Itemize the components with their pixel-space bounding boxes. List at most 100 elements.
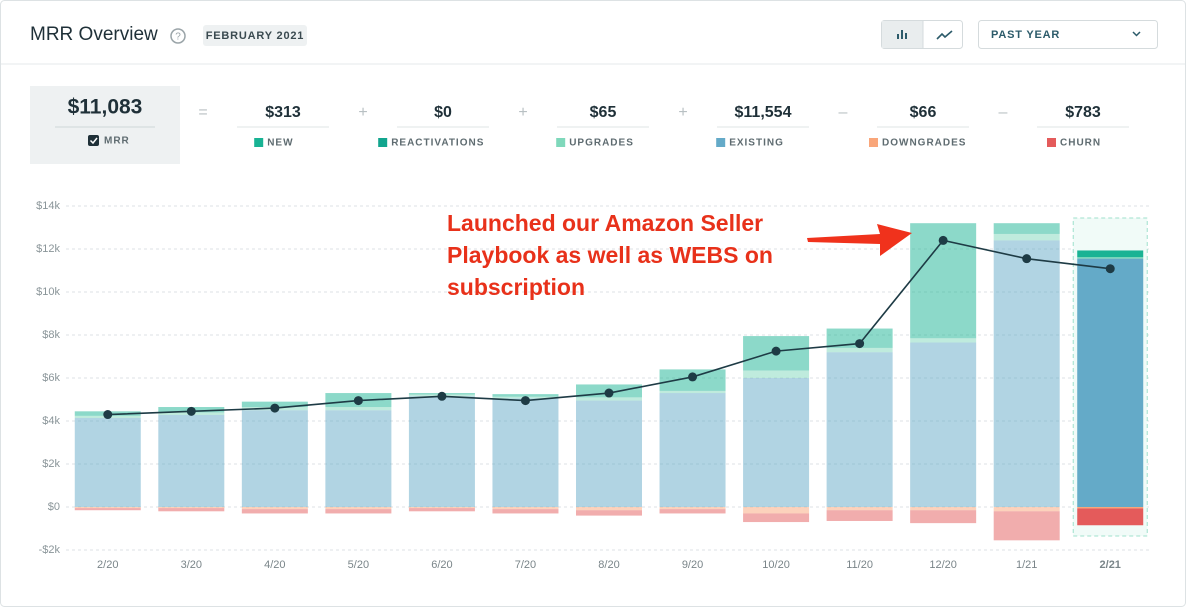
bar-segment xyxy=(659,393,726,507)
mrr-point xyxy=(1105,264,1115,274)
bar-segment xyxy=(74,508,141,511)
bar-segment xyxy=(910,342,977,507)
operator: + xyxy=(358,104,367,121)
bar-segment xyxy=(408,508,475,512)
y-tick-label: -$2k xyxy=(39,544,61,556)
mrr-checkbox[interactable] xyxy=(88,135,99,146)
x-tick-label: 3/20 xyxy=(181,559,202,571)
metric-value: $0 xyxy=(434,104,452,121)
bar-segment xyxy=(826,352,893,507)
bar-segment xyxy=(325,410,392,507)
bar-segment xyxy=(743,370,810,378)
bar-segment xyxy=(158,414,225,507)
bar-segment xyxy=(1077,250,1144,258)
y-tick-label: $6k xyxy=(42,372,60,384)
legend-label: EXISTING xyxy=(729,138,784,149)
legend-label: CHURN xyxy=(1060,138,1101,149)
mrr-point xyxy=(437,391,447,401)
bar-segment xyxy=(492,507,559,510)
bar-segment xyxy=(241,507,308,510)
bar-segment xyxy=(993,240,1060,507)
annotation: Playbook as well as WEBS on xyxy=(447,242,773,268)
y-tick-label: $12k xyxy=(36,243,60,255)
mrr-point xyxy=(270,403,280,413)
period-badge xyxy=(203,25,307,46)
y-tick-label: $2k xyxy=(42,458,60,470)
annotation: subscription xyxy=(447,274,585,300)
x-tick-label: 11/20 xyxy=(846,559,873,571)
mrr-point xyxy=(771,346,781,356)
operator: + xyxy=(678,104,687,121)
mrr-point xyxy=(855,339,865,349)
bar-segment xyxy=(325,507,392,510)
operator: – xyxy=(999,104,1008,121)
legend-label: REACTIVATIONS xyxy=(391,138,484,149)
mrr-point xyxy=(520,396,530,406)
bar-segment xyxy=(659,390,726,394)
bar-segment xyxy=(325,509,392,514)
bar-segment xyxy=(408,507,475,509)
bar-segment xyxy=(492,509,559,514)
legend-swatch xyxy=(378,138,388,147)
bar-segment xyxy=(826,347,893,353)
chevron xyxy=(1132,31,1141,37)
bar-segment xyxy=(826,328,893,348)
line-view-button[interactable] xyxy=(936,30,953,40)
x-tick-label: 2/21 xyxy=(1100,559,1121,571)
bar-segment xyxy=(826,507,893,511)
title: MRR Overview xyxy=(30,24,158,45)
bar-segment xyxy=(910,507,977,511)
y-tick-label: $8k xyxy=(42,329,60,341)
y-tick-label: $14k xyxy=(36,200,60,212)
bar-segment xyxy=(993,507,1060,512)
y-tick-label: $10k xyxy=(36,286,60,298)
y-tick-label: $4k xyxy=(42,415,60,427)
metric-value: $783 xyxy=(1065,104,1101,121)
bar-segment xyxy=(241,509,308,514)
x-tick-label: 7/20 xyxy=(515,559,536,571)
annotation-arrow xyxy=(807,224,912,256)
mrr-point xyxy=(1022,254,1032,264)
metric-value: $313 xyxy=(265,104,301,121)
x-tick-label: 9/20 xyxy=(682,559,703,571)
legend-swatch xyxy=(1047,138,1056,147)
legend-label: DOWNGRADES xyxy=(882,138,966,149)
bar-segment xyxy=(826,510,893,521)
legend-swatch xyxy=(254,138,264,147)
period: FEBRUARY 2021 xyxy=(206,30,304,42)
bar-segment xyxy=(1077,257,1144,259)
check xyxy=(89,137,98,145)
bar-icon xyxy=(897,30,907,39)
bar-segment xyxy=(910,338,977,343)
operator: = xyxy=(198,104,207,121)
bar-segment xyxy=(408,396,475,507)
x-tick-label: 8/20 xyxy=(598,559,619,571)
x-tick-label: 12/20 xyxy=(929,559,957,571)
help-icon[interactable] xyxy=(170,28,186,44)
legend-label: UPGRADES xyxy=(569,138,634,149)
bar-segment xyxy=(1077,508,1144,526)
mrr-point xyxy=(604,388,614,398)
bar-segment xyxy=(910,510,977,524)
bar-segment xyxy=(576,400,642,507)
x-tick-label: 4/20 xyxy=(264,559,285,571)
metric-value: $65 xyxy=(590,104,617,121)
mrr-value: $11,083 xyxy=(68,96,143,119)
legend-swatch xyxy=(869,138,878,147)
range-select[interactable] xyxy=(978,20,1158,49)
x-tick-label: 1/21 xyxy=(1016,559,1037,571)
bar-segment xyxy=(325,407,392,411)
operator: + xyxy=(518,104,527,121)
x-tick-label: 10/20 xyxy=(762,559,790,571)
bar-segment xyxy=(576,397,642,401)
bar-segment xyxy=(576,507,642,511)
metric-value: $11,554 xyxy=(735,104,792,121)
bar-segment xyxy=(993,223,1060,234)
range-value: PAST YEAR xyxy=(991,29,1060,41)
bar-segment xyxy=(993,511,1060,541)
bar-segment xyxy=(74,417,141,507)
bar-segment xyxy=(743,513,810,523)
metric-value: $66 xyxy=(910,104,937,121)
bar-segment xyxy=(743,507,810,514)
